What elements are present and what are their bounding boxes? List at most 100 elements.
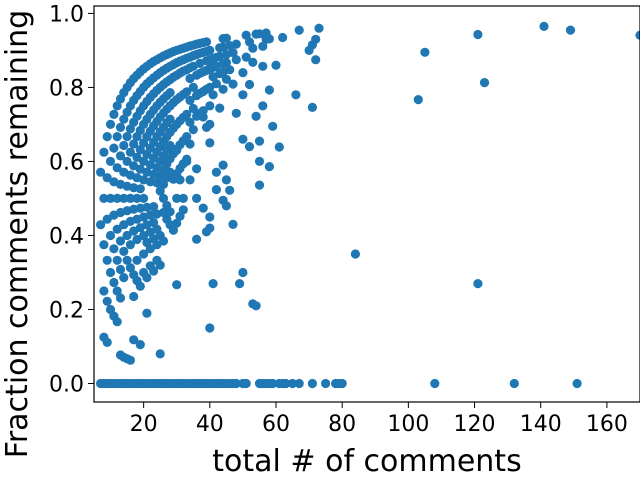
data-point: [105, 267, 116, 278]
data-point: [258, 101, 268, 111]
data-point: [112, 132, 122, 142]
x-tick-label: 40: [196, 412, 224, 437]
y-tick-label: 0.4: [49, 224, 84, 249]
data-point: [132, 234, 142, 245]
data-point: [221, 201, 231, 211]
data-point: [420, 47, 430, 57]
data-point: [231, 55, 241, 65]
data-point: [132, 193, 142, 203]
data-point: [231, 108, 241, 118]
data-point: [321, 378, 331, 389]
data-point: [238, 68, 248, 78]
data-point: [337, 378, 347, 389]
data-point: [165, 114, 175, 124]
data-point: [155, 260, 165, 270]
data-point: [231, 378, 241, 389]
data-point: [119, 114, 129, 124]
data-point: [109, 109, 119, 119]
data-point: [129, 291, 139, 302]
data-point: [99, 286, 109, 296]
data-point: [115, 151, 126, 161]
data-point: [119, 273, 129, 283]
data-point: [96, 167, 106, 177]
data-point: [102, 173, 112, 183]
data-point: [139, 193, 149, 203]
data-point: [225, 65, 235, 75]
data-point: [539, 21, 549, 31]
scatter-points: [96, 21, 640, 389]
data-point: [112, 317, 122, 327]
y-tick-label: 1.0: [49, 2, 84, 27]
y-axis: 0.0 0.2 0.4 0.6 0.8 1.0: [49, 2, 94, 397]
data-point: [311, 55, 321, 65]
data-point: [122, 156, 132, 166]
data-point: [102, 337, 112, 347]
data-point: [211, 79, 221, 89]
data-point: [172, 145, 182, 155]
data-point: [238, 134, 248, 144]
data-point: [105, 230, 116, 241]
data-point: [112, 101, 122, 111]
y-tick-label: 0.2: [49, 298, 84, 323]
data-point: [201, 37, 212, 47]
data-point: [142, 202, 152, 212]
data-point: [271, 60, 281, 70]
y-tick-label: 0.6: [49, 150, 84, 175]
data-point: [158, 193, 169, 203]
data-point: [294, 378, 304, 389]
data-point: [182, 109, 192, 119]
x-axis: 20 40 60 80 100 120 140 160: [130, 402, 628, 437]
data-point: [109, 244, 119, 254]
data-point: [139, 249, 149, 259]
x-tick-label: 140: [520, 412, 562, 437]
data-point: [228, 48, 238, 58]
data-point: [182, 87, 192, 97]
data-point: [122, 230, 132, 241]
data-point: [268, 121, 278, 131]
data-point: [241, 52, 251, 62]
data-point: [238, 267, 248, 278]
data-point: [132, 255, 142, 265]
data-point: [205, 212, 215, 222]
data-point: [473, 279, 483, 289]
data-point: [185, 117, 195, 127]
data-point: [231, 39, 241, 49]
data-point: [149, 202, 159, 212]
data-point: [205, 45, 215, 56]
data-point: [188, 82, 198, 92]
x-tick-label: 160: [586, 412, 628, 437]
data-point: [142, 308, 152, 318]
data-point: [185, 95, 195, 105]
data-point: [115, 293, 126, 303]
y-tick-label: 0.0: [49, 372, 84, 397]
data-point: [572, 378, 582, 389]
data-point: [99, 240, 109, 250]
data-point: [244, 142, 255, 152]
data-point: [125, 193, 135, 203]
data-point: [221, 74, 231, 84]
data-point: [238, 90, 248, 100]
data-point: [218, 160, 228, 170]
data-point: [135, 184, 145, 194]
data-point: [109, 277, 119, 288]
data-point: [205, 223, 215, 233]
data-point: [221, 58, 231, 68]
data-point: [112, 193, 122, 203]
data-point: [473, 29, 483, 40]
data-point: [251, 111, 261, 121]
data-point: [291, 90, 301, 100]
data-point: [221, 33, 231, 43]
data-point: [168, 225, 178, 235]
data-point: [264, 34, 274, 44]
data-point: [314, 23, 324, 33]
data-point: [105, 156, 116, 166]
data-point: [248, 57, 258, 67]
data-point: [125, 355, 135, 365]
data-point: [264, 162, 274, 172]
data-point: [205, 323, 215, 333]
data-point: [565, 25, 576, 35]
data-point: [198, 203, 208, 213]
data-point: [413, 95, 423, 105]
data-point: [99, 147, 109, 157]
